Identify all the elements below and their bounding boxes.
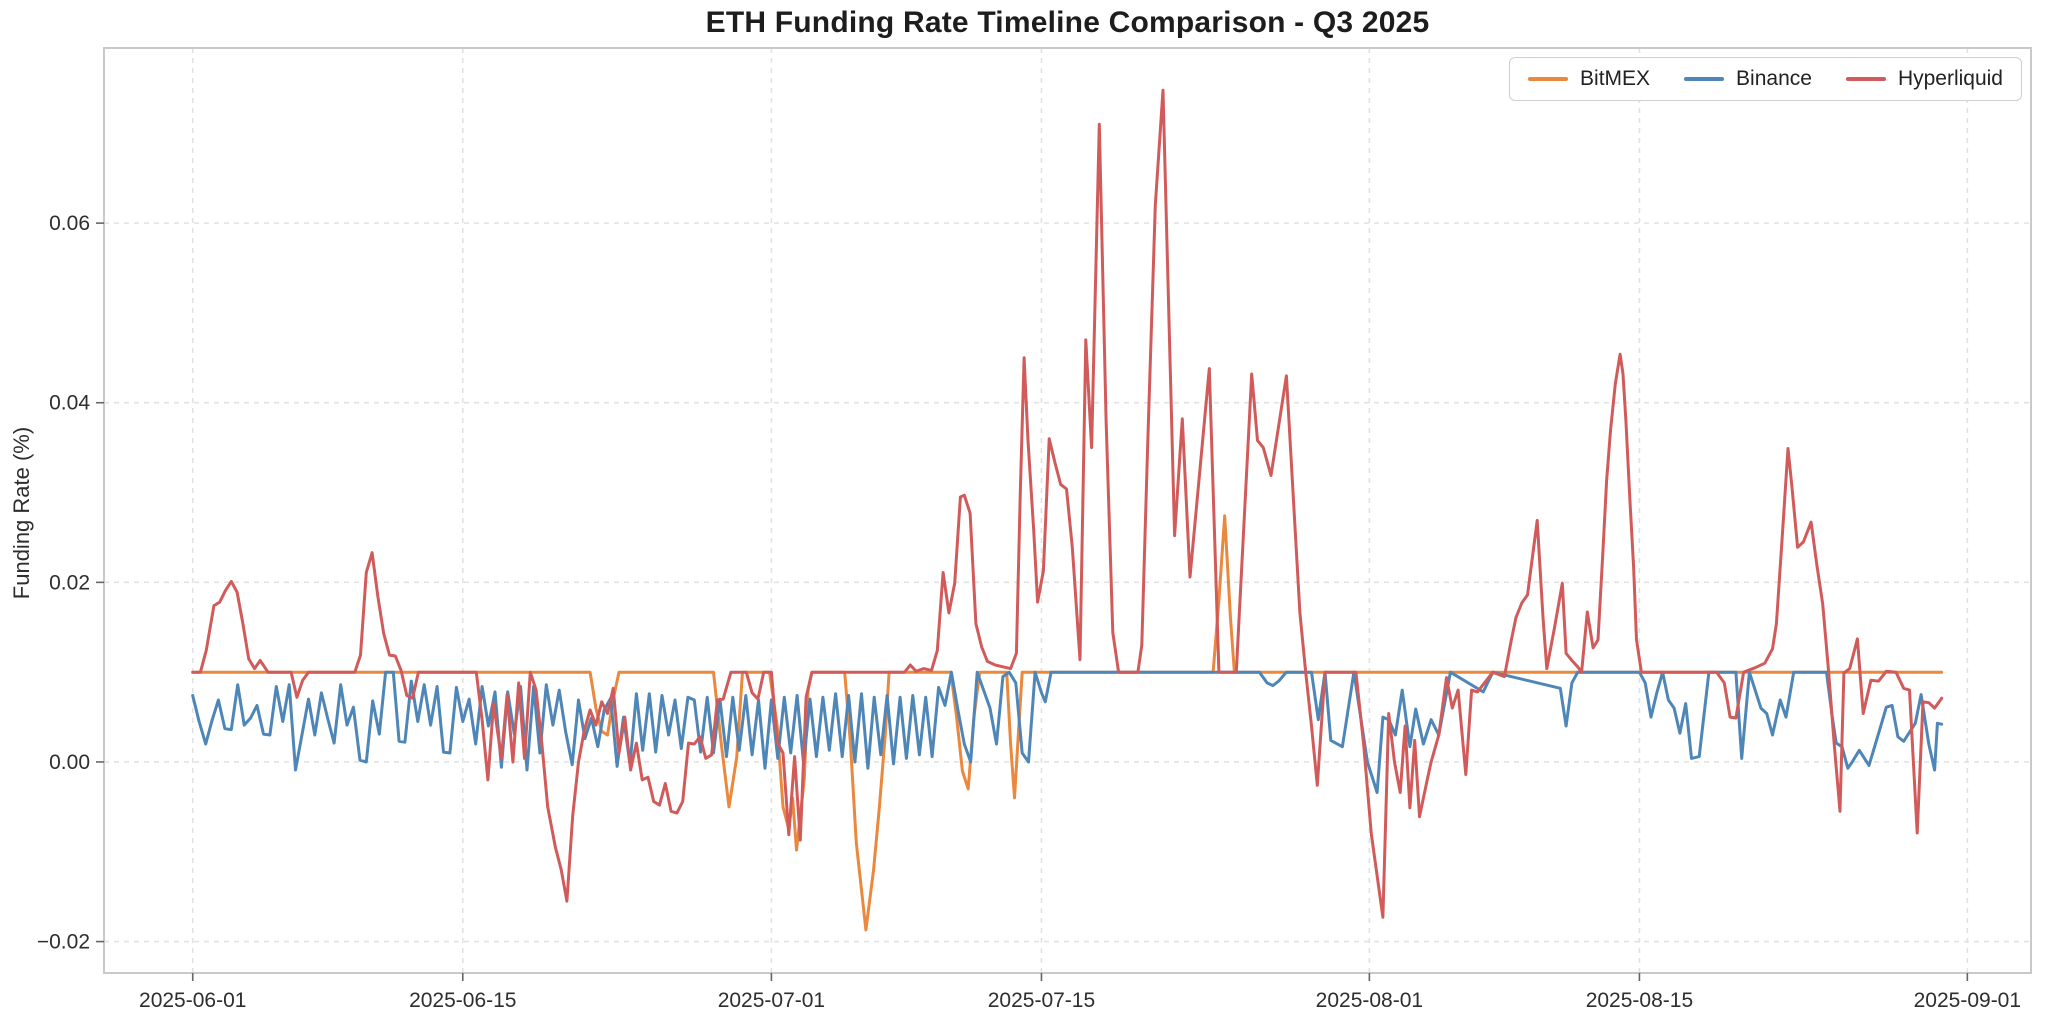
- axes-border: [103, 47, 2032, 974]
- y-tick-label: 0.04: [49, 392, 90, 415]
- x-tick-label: 2025-08-15: [1586, 989, 1693, 1012]
- x-tick-label: 2025-09-01: [1914, 989, 2021, 1012]
- bitmex-line-swatch-icon: [1528, 77, 1569, 81]
- y-tick-label: 0.02: [49, 571, 90, 594]
- series-line-hyperliquid: [191, 88, 1944, 919]
- y-tick-label: 0.00: [49, 751, 90, 774]
- chart-title: ETH Funding Rate Timeline Comparison - Q…: [705, 6, 1430, 39]
- legend-label: Hyperliquid: [1897, 67, 2003, 90]
- hyperliquid-line-swatch-icon: [1845, 77, 1886, 81]
- y-axis-label: Funding Rate (%): [9, 426, 34, 600]
- binance-line-swatch-icon: [1684, 77, 1725, 81]
- legend-item-hyperliquid: Hyperliquid: [1845, 67, 2003, 91]
- y-tick-label: 0.06: [49, 212, 90, 235]
- x-tick-label: 2025-08-01: [1316, 989, 1423, 1012]
- series-line-binance: [191, 670, 1944, 794]
- legend-label: Binance: [1736, 67, 1812, 90]
- x-tick-label: 2025-06-15: [409, 989, 516, 1012]
- x-tick-label: 2025-07-15: [988, 989, 1095, 1012]
- x-tick-label: 2025-06-01: [139, 989, 246, 1012]
- y-tick-label: −0.02: [37, 931, 90, 954]
- x-tick-label: 2025-07-01: [718, 989, 825, 1012]
- legend-item-bitmex: BitMEX: [1528, 67, 1650, 91]
- legend: BitMEX Binance Hyperliquid: [1509, 57, 2022, 101]
- legend-item-binance: Binance: [1684, 67, 1812, 91]
- legend-label: BitMEX: [1580, 67, 1651, 90]
